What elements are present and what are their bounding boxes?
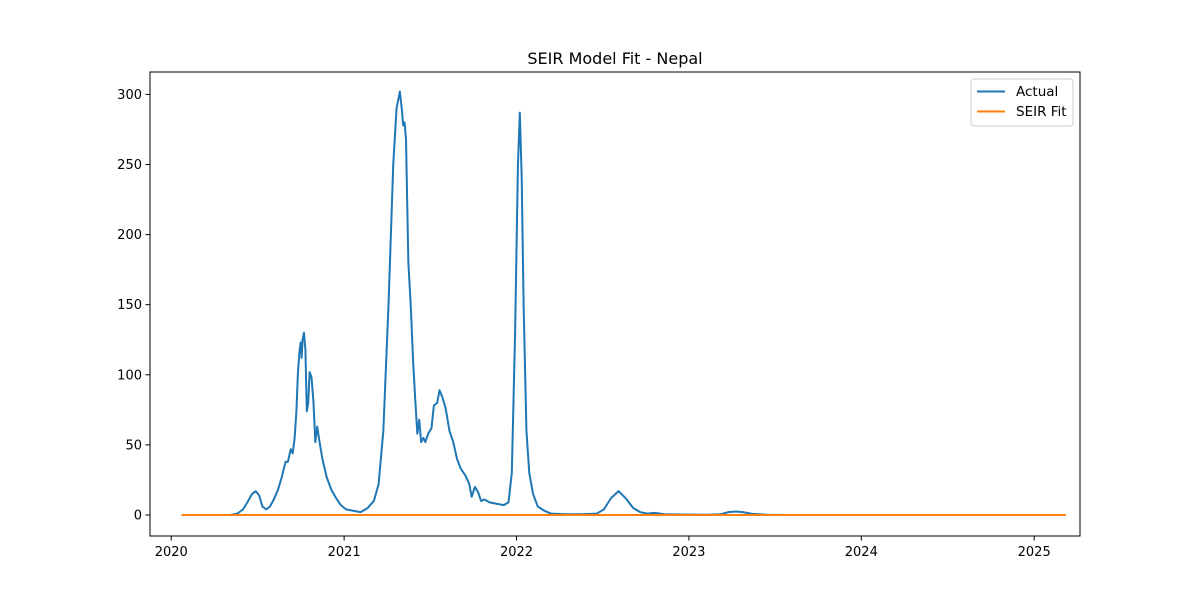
x-tick-label: 2022 <box>500 545 533 560</box>
y-tick-label: 0 <box>134 508 142 523</box>
x-tick-label: 2025 <box>1018 545 1051 560</box>
x-tick-label: 2020 <box>155 545 188 560</box>
y-tick-label: 150 <box>117 298 142 313</box>
series-layer <box>181 90 1066 516</box>
legend-label: Actual <box>1016 84 1058 100</box>
chart-title: SEIR Model Fit - Nepal <box>527 49 702 68</box>
x-axis: 2020 2021 2022 2023 2024 2025 <box>155 536 1051 560</box>
y-tick-label: 50 <box>125 438 142 453</box>
y-tick-label: 250 <box>117 158 142 173</box>
y-tick-label: 300 <box>117 88 142 103</box>
legend: Actual SEIR Fit <box>970 78 1074 127</box>
x-tick-label: 2024 <box>845 545 878 560</box>
plot-frame <box>149 71 1081 537</box>
legend-label: SEIR Fit <box>1016 104 1067 120</box>
x-tick-label: 2021 <box>328 545 361 560</box>
x-tick-label: 2023 <box>672 545 705 560</box>
y-tick-label: 100 <box>117 368 142 383</box>
y-axis: 0 50 100 150 200 250 300 <box>117 88 150 523</box>
y-tick-label: 200 <box>117 228 142 243</box>
